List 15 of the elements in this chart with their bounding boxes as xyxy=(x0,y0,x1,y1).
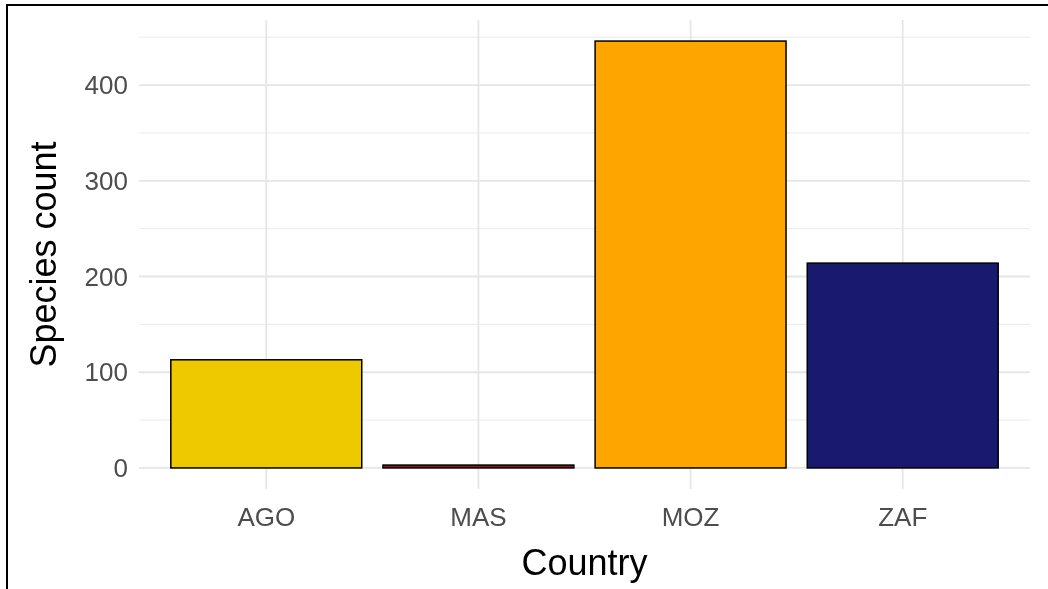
y-tick-label: 400 xyxy=(84,70,128,101)
x-axis-title: Country xyxy=(521,542,648,583)
bar xyxy=(382,464,575,469)
y-tick-label: 300 xyxy=(84,165,128,196)
bar xyxy=(806,262,999,469)
x-tick-label: MOZ xyxy=(661,502,720,532)
bar xyxy=(594,40,787,469)
x-tick-label: MAS xyxy=(450,502,507,532)
y-tick-label: 200 xyxy=(84,261,128,292)
y-tick-label: 100 xyxy=(84,357,128,388)
x-tick-label: AGO xyxy=(237,502,296,532)
y-tick-label: 0 xyxy=(113,453,128,484)
y-axis-title: Species count xyxy=(23,141,64,368)
bar xyxy=(170,359,363,469)
x-tick-label: ZAF xyxy=(878,502,928,532)
